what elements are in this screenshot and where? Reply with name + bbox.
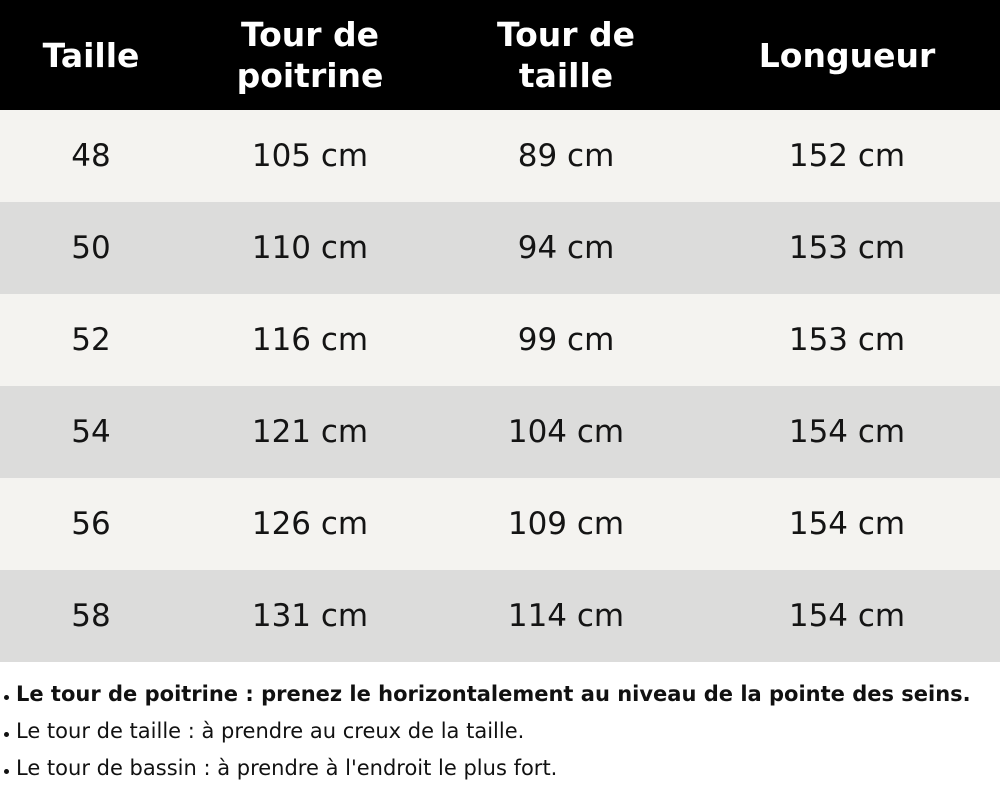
header-tour-de-taille: Tour de taille (496, 15, 636, 95)
bullet-icon (4, 695, 9, 700)
cell-tour-de-taille: 104 cm (507, 414, 625, 450)
table-row: 50 110 cm 94 cm 153 cm (0, 202, 1000, 294)
table-row: 52 116 cm 99 cm 153 cm (0, 294, 1000, 386)
cell-longueur: 154 cm (788, 414, 906, 450)
cell-tour-de-poitrine: 110 cm (251, 230, 369, 266)
cell-tour-de-poitrine: 121 cm (251, 414, 369, 450)
header-row: Taille Tour de poitrine Tour de taille L… (0, 0, 1000, 110)
cell-tour-de-poitrine: 105 cm (251, 138, 369, 174)
header-tour-de-poitrine: Tour de poitrine (236, 15, 384, 95)
cell-longueur: 154 cm (788, 598, 906, 634)
cell-tour-de-poitrine: 116 cm (251, 322, 369, 358)
measurement-notes: Le tour de poitrine : prenez le horizont… (0, 662, 1000, 786)
note-tour-de-taille: Le tour de taille : à prendre au creux d… (4, 712, 1000, 749)
note-text: Le tour de bassin : à prendre à l'endroi… (16, 755, 558, 780)
table-row: 56 126 cm 109 cm 154 cm (0, 478, 1000, 570)
table-row: 48 105 cm 89 cm 152 cm (0, 110, 1000, 202)
cell-tour-de-taille: 114 cm (507, 598, 625, 634)
bullet-icon (4, 732, 9, 737)
cell-taille: 54 (71, 414, 111, 450)
table-row: 58 131 cm 114 cm 154 cm (0, 570, 1000, 662)
cell-taille: 56 (71, 506, 111, 542)
cell-tour-de-taille: 109 cm (507, 506, 625, 542)
note-tour-de-poitrine: Le tour de poitrine : prenez le horizont… (4, 675, 1000, 712)
note-text: Le tour de poitrine : prenez le horizont… (16, 681, 971, 706)
table-row: 54 121 cm 104 cm 154 cm (0, 386, 1000, 478)
cell-tour-de-taille: 94 cm (517, 230, 615, 266)
cell-longueur: 153 cm (788, 230, 906, 266)
cell-tour-de-poitrine: 126 cm (251, 506, 369, 542)
cell-tour-de-taille: 99 cm (517, 322, 615, 358)
cell-tour-de-poitrine: 131 cm (251, 598, 369, 634)
header-taille: Taille (42, 35, 140, 75)
cell-taille: 48 (71, 138, 111, 174)
cell-taille: 52 (71, 322, 111, 358)
cell-longueur: 152 cm (788, 138, 906, 174)
bullet-icon (4, 769, 9, 774)
cell-taille: 50 (71, 230, 111, 266)
header-longueur: Longueur (758, 35, 936, 75)
note-tour-de-bassin: Le tour de bassin : à prendre à l'endroi… (4, 749, 1000, 786)
cell-longueur: 154 cm (788, 506, 906, 542)
cell-taille: 58 (71, 598, 111, 634)
table-body: 48 105 cm 89 cm 152 cm 50 110 cm 94 cm 1… (0, 110, 1000, 662)
cell-tour-de-taille: 89 cm (517, 138, 615, 174)
cell-longueur: 153 cm (788, 322, 906, 358)
note-text: Le tour de taille : à prendre au creux d… (16, 718, 525, 743)
table-header: Taille Tour de poitrine Tour de taille L… (0, 0, 1000, 110)
size-chart-table: Taille Tour de poitrine Tour de taille L… (0, 0, 1000, 662)
